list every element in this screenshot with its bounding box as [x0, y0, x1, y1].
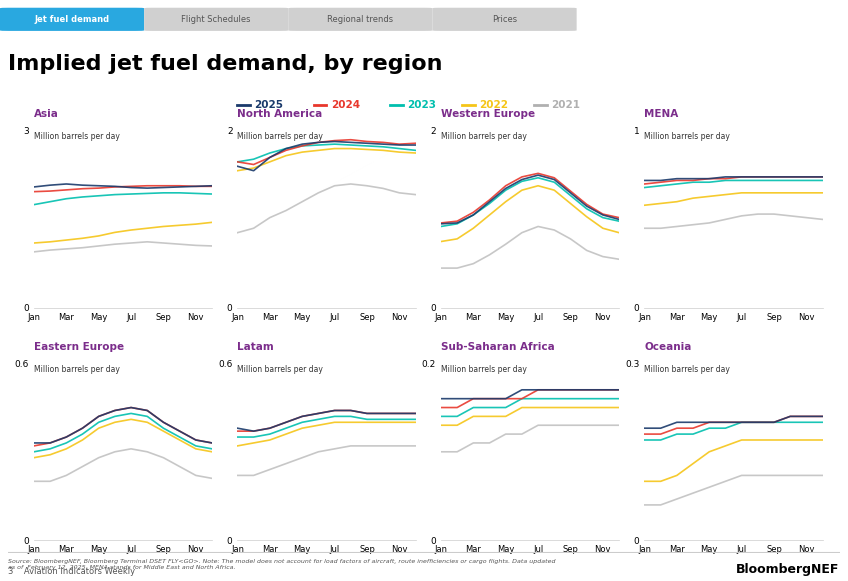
Text: 2023: 2023 — [407, 99, 436, 110]
FancyBboxPatch shape — [432, 8, 577, 31]
Text: 2025: 2025 — [254, 99, 283, 110]
Text: Million barrels per day: Million barrels per day — [237, 365, 323, 374]
Text: Asia: Asia — [34, 109, 59, 119]
FancyBboxPatch shape — [144, 8, 288, 31]
FancyBboxPatch shape — [0, 8, 144, 31]
Text: North America: North America — [237, 109, 323, 119]
Text: Million barrels per day: Million barrels per day — [34, 365, 120, 374]
Text: Prices: Prices — [492, 15, 517, 24]
Text: Flight Schedules: Flight Schedules — [181, 15, 251, 24]
Text: Million barrels per day: Million barrels per day — [441, 365, 527, 374]
Text: Oceania: Oceania — [644, 342, 692, 352]
FancyBboxPatch shape — [288, 8, 432, 31]
Text: 3    Aviation Indicators Weekly: 3 Aviation Indicators Weekly — [8, 568, 136, 576]
Text: Million barrels per day: Million barrels per day — [34, 132, 120, 141]
Text: Regional trends: Regional trends — [327, 15, 393, 24]
Text: Million barrels per day: Million barrels per day — [441, 132, 527, 141]
Text: Implied jet fuel demand, by region: Implied jet fuel demand, by region — [8, 54, 443, 74]
Text: Million barrels per day: Million barrels per day — [237, 132, 323, 141]
Text: 2024: 2024 — [331, 99, 360, 110]
Text: Eastern Europe: Eastern Europe — [34, 342, 124, 352]
Text: Source: BloombergNEF, Bloomberg Terminal DSET FLY<GO>. Note: The model does not : Source: BloombergNEF, Bloomberg Terminal… — [8, 559, 556, 570]
Text: 2022: 2022 — [479, 99, 508, 110]
Text: 2021: 2021 — [551, 99, 580, 110]
Text: Jet fuel demand: Jet fuel demand — [35, 15, 109, 24]
Text: Western Europe: Western Europe — [441, 109, 535, 119]
Text: MENA: MENA — [644, 109, 678, 119]
Text: Million barrels per day: Million barrels per day — [644, 365, 730, 374]
Text: BloombergNEF: BloombergNEF — [736, 564, 840, 576]
Text: Sub-Saharan Africa: Sub-Saharan Africa — [441, 342, 555, 352]
Text: Million barrels per day: Million barrels per day — [644, 132, 730, 141]
Text: Latam: Latam — [237, 342, 274, 352]
